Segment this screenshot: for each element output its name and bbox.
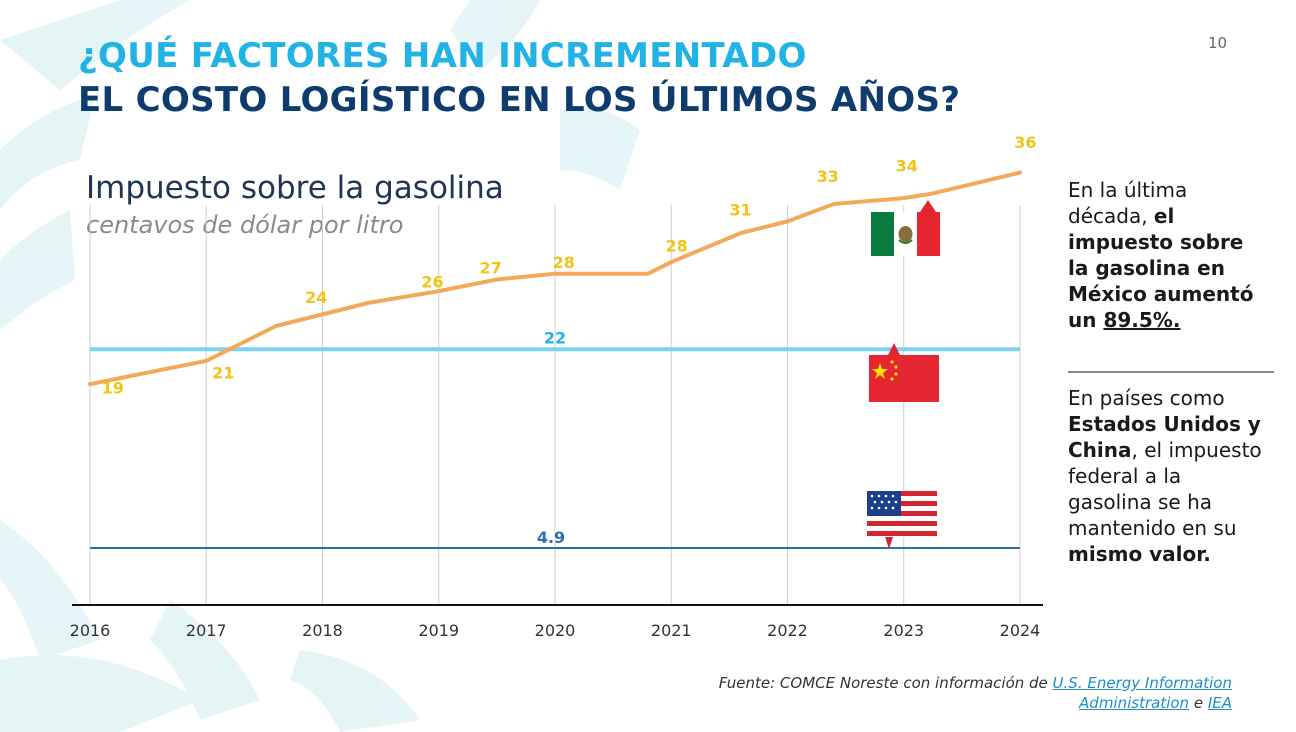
source-prefix: Fuente: COMCE Noreste con información de xyxy=(718,674,1053,692)
insight-2-bold: mismo valor. xyxy=(1068,542,1211,566)
mexico-data-label: 34 xyxy=(896,156,918,175)
insight-1-intro: En la última década, xyxy=(1068,178,1188,228)
insight-2-intro: En países como xyxy=(1068,386,1225,410)
title-line-1: ¿QUÉ FACTORES HAN INCREMENTADO xyxy=(78,36,807,76)
chart-units: centavos de dólar por litro xyxy=(86,211,404,239)
mexico-flag xyxy=(871,200,940,256)
insight-2-body: , el impuesto federal a la gasolina se h… xyxy=(1068,438,1262,540)
source-link-iea[interactable]: IEA xyxy=(1207,694,1232,712)
insight-1-percent: 89.5%. xyxy=(1103,308,1181,332)
trend-up-icon xyxy=(920,200,936,212)
source-joiner: e xyxy=(1189,694,1208,712)
x-tick-2018: 2018 xyxy=(302,621,343,640)
mexico-data-label: 26 xyxy=(421,273,443,292)
source-note: Fuente: COMCE Noreste con información de… xyxy=(719,673,1232,713)
x-tick-2024: 2024 xyxy=(1000,621,1041,640)
mexico-data-label: 28 xyxy=(665,237,687,256)
page-number: 10 xyxy=(1208,34,1228,52)
x-tick-2016: 2016 xyxy=(70,621,111,640)
mexico-data-label: 19 xyxy=(102,378,124,397)
mexico-data-label: 28 xyxy=(553,253,575,272)
insight-2-countries: Estados Unidos y China xyxy=(1068,412,1261,462)
title-line-2: EL COSTO LOGÍSTICO EN LOS ÚLTIMOS AÑOS? xyxy=(78,80,961,120)
x-tick-2022: 2022 xyxy=(767,621,808,640)
x-tick-2023: 2023 xyxy=(883,621,924,640)
x-tick-2021: 2021 xyxy=(651,621,692,640)
china-value-label: 22 xyxy=(544,328,566,347)
x-tick-2017: 2017 xyxy=(186,621,227,640)
usa-flag xyxy=(867,491,937,549)
mexico-data-label: 24 xyxy=(305,288,327,307)
mexico-data-label: 21 xyxy=(212,363,234,382)
x-tick-2020: 2020 xyxy=(535,621,576,640)
side-divider xyxy=(1068,371,1274,373)
x-tick-2019: 2019 xyxy=(418,621,459,640)
chart-title: Impuesto sobre la gasolina xyxy=(86,170,504,206)
source-link-eia-2[interactable]: Administration xyxy=(1079,694,1190,712)
mexico-insight-text: En la última década, el impuesto sobre l… xyxy=(1068,177,1268,333)
china-flag xyxy=(869,343,939,402)
usa-china-insight-text: En países como Estados Unidos y China, e… xyxy=(1068,385,1268,567)
source-link-eia[interactable]: U.S. Energy Information xyxy=(1052,674,1232,692)
mexico-data-label: 31 xyxy=(729,201,751,220)
insight-1-bold: el impuesto sobre la gasolina en México … xyxy=(1068,204,1254,332)
mexico-tax-line xyxy=(88,170,1022,387)
usa-value-label: 4.9 xyxy=(537,528,565,547)
mexico-data-label: 36 xyxy=(1014,133,1036,152)
mexico-data-label: 33 xyxy=(817,167,839,186)
mexico-data-label: 27 xyxy=(479,259,501,278)
